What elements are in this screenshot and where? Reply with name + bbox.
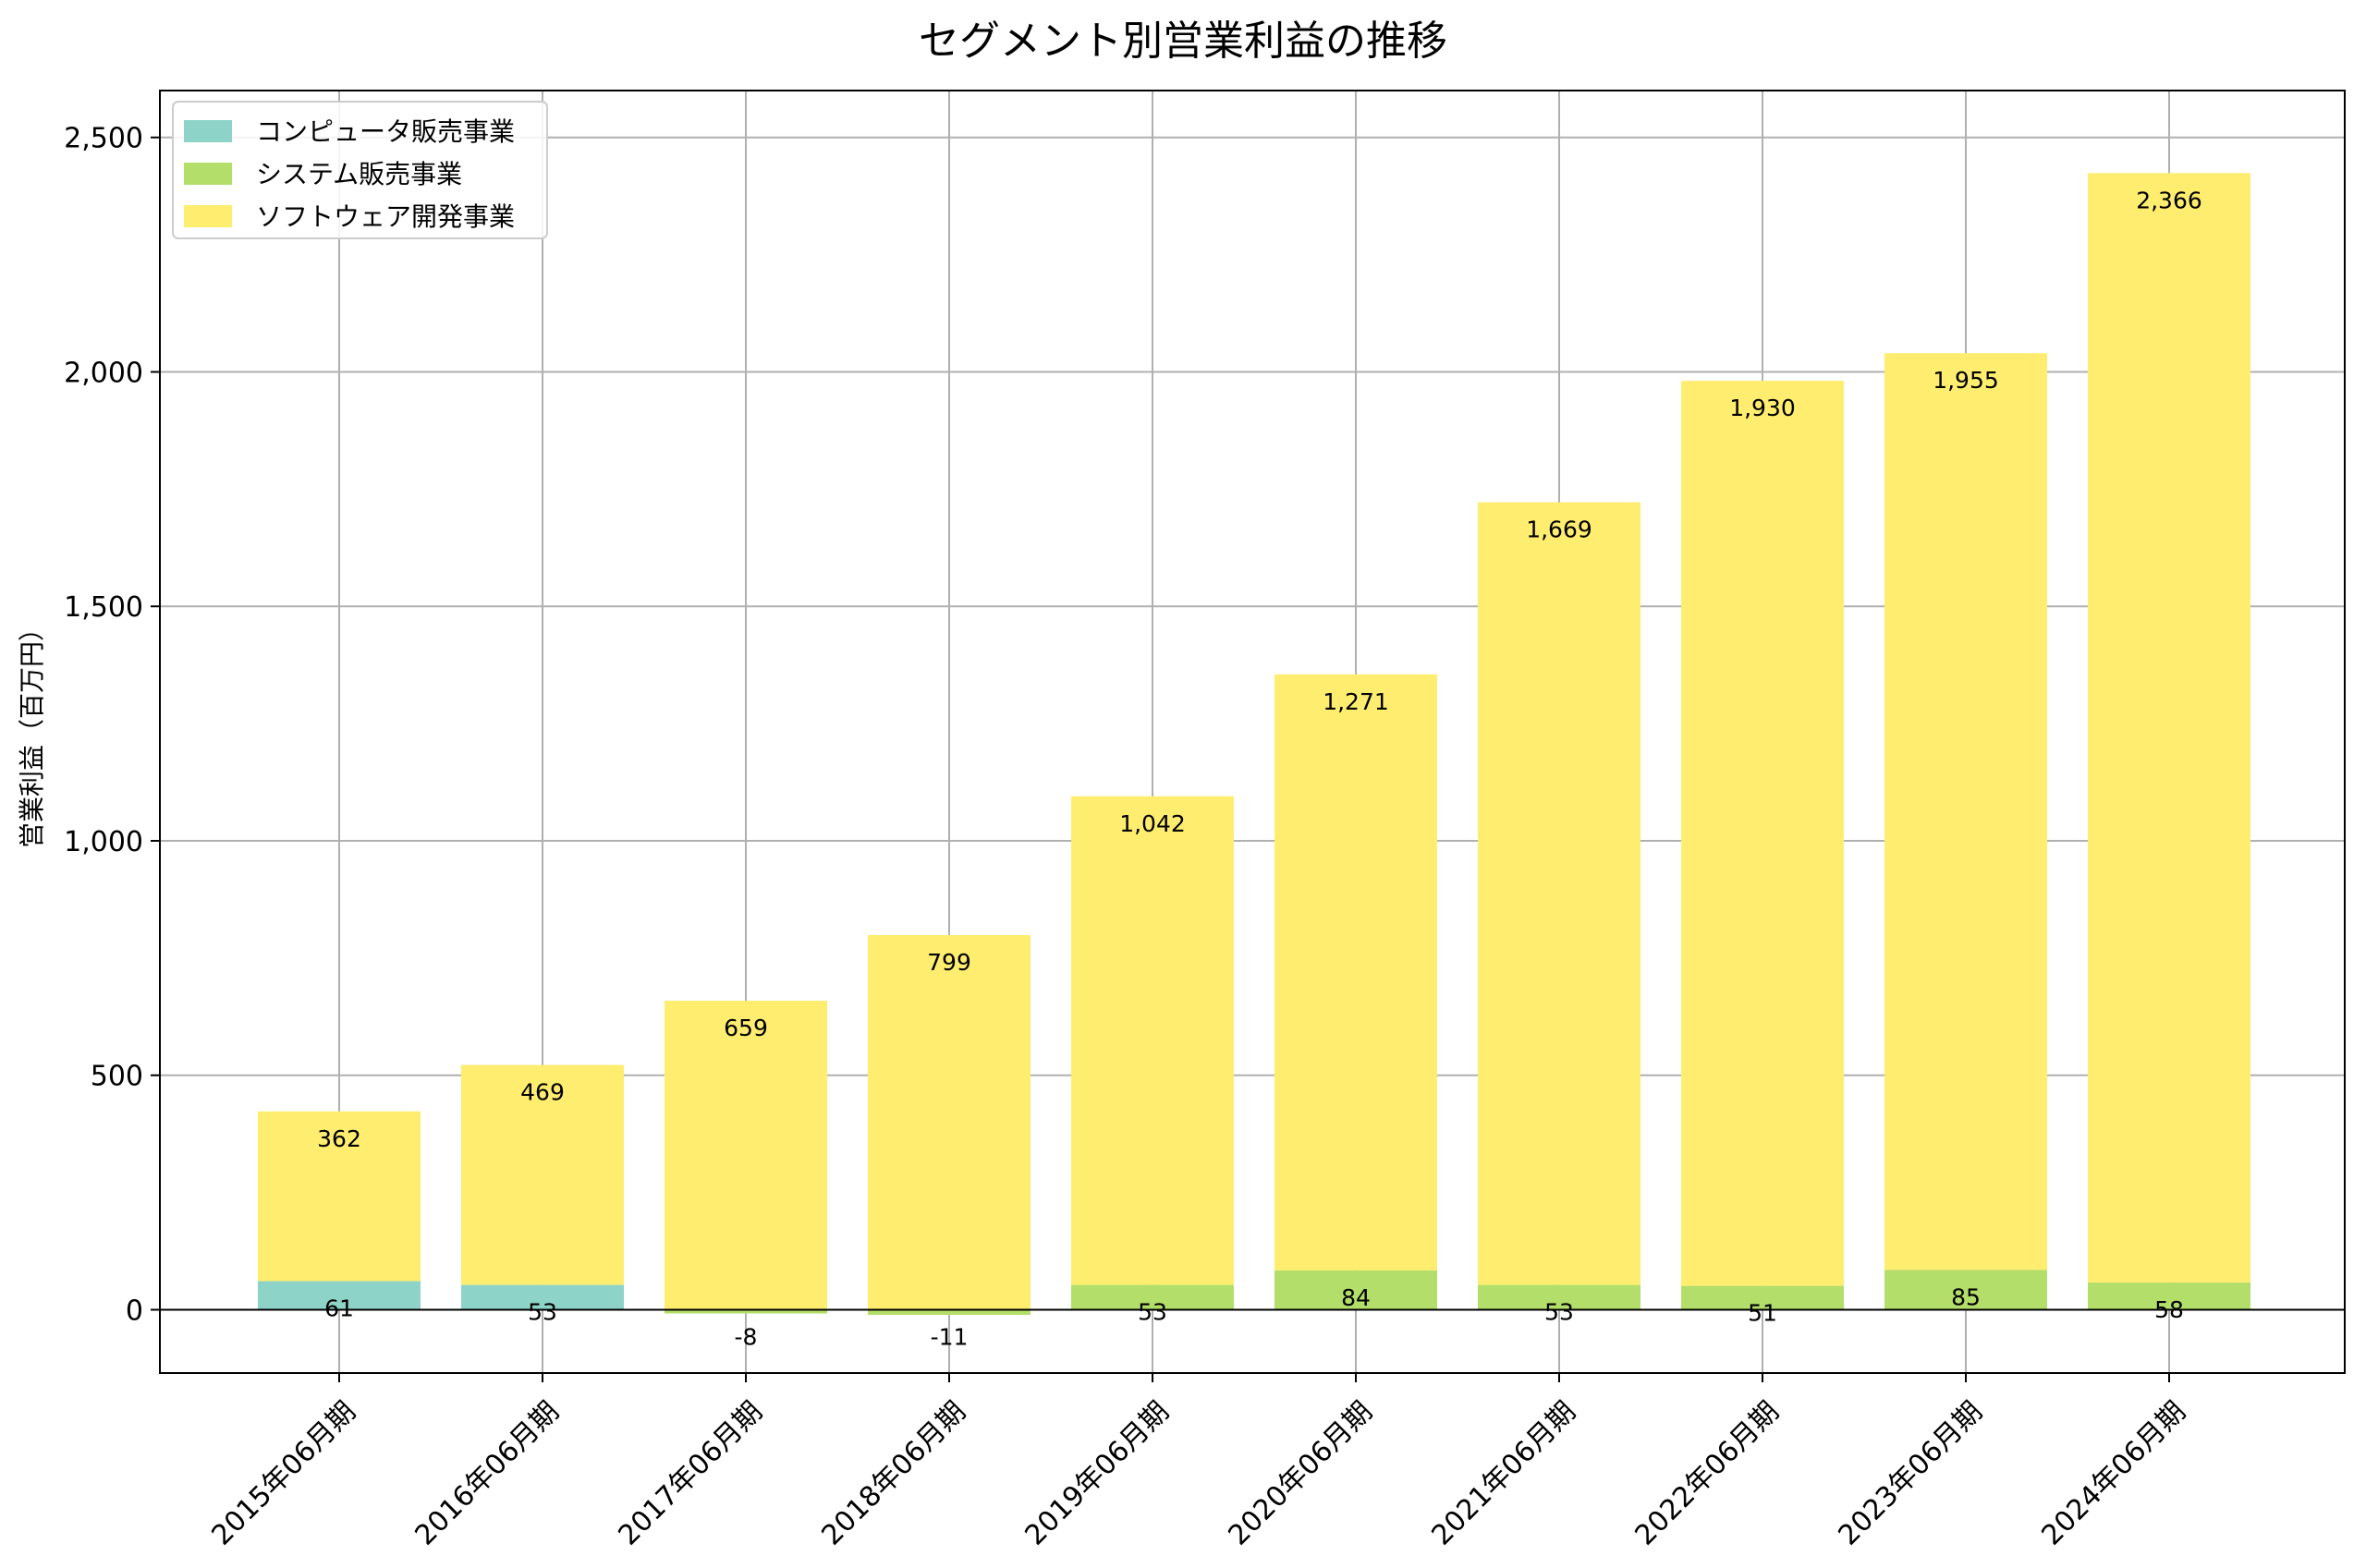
- legend-box: [172, 101, 548, 239]
- bar-segment: [1681, 1285, 1844, 1310]
- y-tick-label: 1,000: [64, 826, 143, 858]
- bar-segment: [258, 1281, 421, 1310]
- x-tick-label: 2015年06月期: [206, 1395, 362, 1551]
- data-label: 799: [927, 949, 971, 976]
- bar-segment: [1071, 1284, 1234, 1310]
- chart-title: セグメント別営業利益の推移: [919, 18, 1447, 65]
- data-label: 61: [324, 1295, 354, 1322]
- bar-segment: [1681, 381, 1844, 1286]
- x-tick-label: 2017年06月期: [613, 1395, 769, 1551]
- bar-segment: [2088, 173, 2250, 1283]
- y-tick-label: 500: [91, 1061, 143, 1093]
- data-label: 659: [724, 1015, 768, 1041]
- legend-swatch: [184, 163, 232, 185]
- data-label: -11: [931, 1323, 969, 1350]
- x-tick-label: 2022年06月期: [1629, 1395, 1786, 1551]
- x-tick-label: 2019年06月期: [1019, 1395, 1176, 1551]
- data-label: 2,366: [2136, 187, 2202, 213]
- bar-segment: [1884, 353, 2047, 1270]
- data-label: 1,955: [1933, 367, 1999, 394]
- data-label: 1,930: [1729, 395, 1796, 421]
- y-tick-label: 2,500: [64, 123, 143, 155]
- bar-segment: [2088, 1282, 2250, 1310]
- x-tick-label: 2023年06月期: [1833, 1395, 1989, 1551]
- bar-segment: [1274, 674, 1437, 1270]
- bar-segment: [1478, 502, 1640, 1285]
- y-tick-label: 1,500: [64, 591, 143, 624]
- y-tick-label: 0: [126, 1295, 143, 1327]
- data-label: 53: [528, 1299, 557, 1326]
- x-tick-label: 2020年06月期: [1223, 1395, 1379, 1551]
- data-label: 84: [1341, 1284, 1371, 1311]
- data-label: 362: [317, 1125, 361, 1152]
- bar-segment: [868, 1309, 1031, 1316]
- legend-swatch: [184, 120, 232, 142]
- data-label: 469: [520, 1079, 565, 1106]
- legend-swatch: [184, 205, 232, 227]
- bar-segment: [258, 1111, 421, 1282]
- bar-segment: [665, 1001, 827, 1310]
- legend-label[interactable]: コンピュータ販売事業: [256, 116, 515, 147]
- data-label: 51: [1748, 1300, 1777, 1327]
- x-tick-label: 2016年06月期: [409, 1395, 566, 1551]
- x-tick-label: 2021年06月期: [1426, 1395, 1582, 1551]
- bar-segment: [1274, 1270, 1437, 1310]
- bar-segment: [1884, 1270, 2047, 1310]
- data-label: 53: [1138, 1299, 1167, 1326]
- bar-segment: [665, 1309, 827, 1314]
- data-label: 53: [1544, 1299, 1574, 1326]
- bar-segment: [461, 1064, 624, 1285]
- data-label: 85: [1951, 1283, 1981, 1310]
- data-label: -8: [735, 1323, 758, 1350]
- x-tick-label: 2024年06月期: [2036, 1395, 2192, 1551]
- plot-frame: [159, 90, 2346, 1374]
- y-axis-label: 営業利益（百万円）: [17, 615, 47, 848]
- bar-segment: [868, 934, 1031, 1310]
- legend-label[interactable]: ソフトウェア開発事業: [256, 201, 515, 232]
- bar-segment: [461, 1284, 624, 1310]
- data-label: 1,042: [1119, 810, 1186, 837]
- bar-segment: [1071, 796, 1234, 1285]
- y-tick-label: 2,000: [64, 357, 143, 389]
- x-tick-label: 2018年06月期: [816, 1395, 972, 1551]
- legend-label[interactable]: システム販売事業: [256, 159, 462, 189]
- bars: [258, 173, 2250, 1316]
- data-label: 1,669: [1526, 517, 1592, 543]
- bar-segment: [1478, 1284, 1640, 1310]
- data-label: 1,271: [1323, 688, 1389, 715]
